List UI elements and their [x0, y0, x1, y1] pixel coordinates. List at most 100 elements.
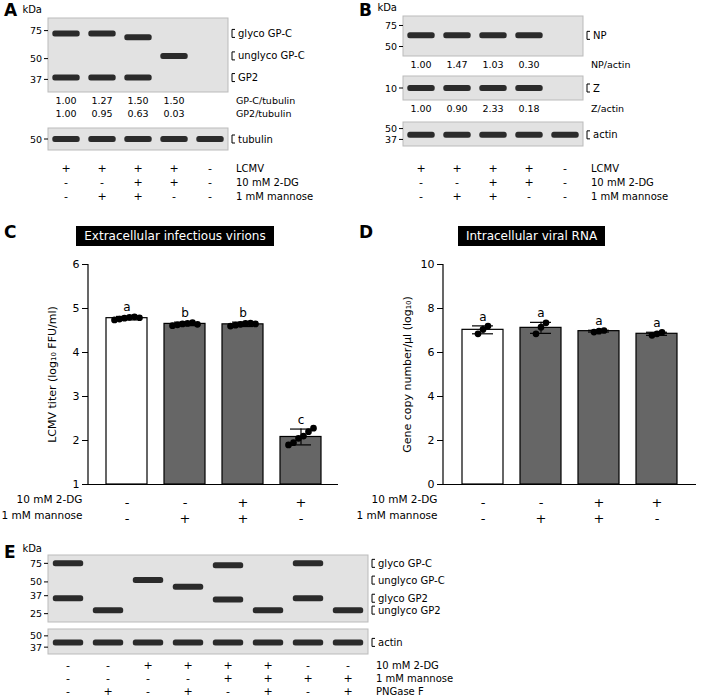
svg-text:1 mM mannose: 1 mM mannose	[236, 191, 313, 202]
svg-text:+: +	[263, 685, 272, 698]
svg-text:-: -	[299, 511, 304, 526]
svg-text:+: +	[652, 495, 663, 510]
svg-text:-: -	[419, 176, 423, 189]
svg-text:10: 10	[385, 83, 397, 94]
svg-text:25: 25	[30, 608, 42, 619]
svg-text:-: -	[563, 190, 567, 203]
svg-text:+: +	[169, 162, 178, 175]
svg-text:75: 75	[30, 25, 42, 36]
svg-text:-: -	[346, 659, 350, 672]
svg-text:-: -	[481, 495, 486, 510]
svg-text:b: b	[181, 306, 189, 320]
svg-text:50: 50	[385, 41, 397, 52]
svg-text:-: -	[306, 659, 310, 672]
svg-text:kDa: kDa	[377, 2, 397, 13]
svg-text:unglyco GP2: unglyco GP2	[378, 605, 441, 616]
svg-text:a: a	[653, 316, 660, 330]
svg-text:1.50: 1.50	[127, 95, 148, 106]
svg-text:+: +	[97, 162, 106, 175]
svg-text:NP/actin: NP/actin	[591, 59, 630, 70]
svg-text:2.33: 2.33	[482, 103, 503, 114]
svg-text:+: +	[183, 685, 192, 698]
svg-text:75: 75	[385, 20, 397, 31]
svg-text:0.95: 0.95	[91, 108, 112, 119]
svg-text:-: -	[64, 176, 68, 189]
svg-text:+: +	[103, 685, 112, 698]
svg-text:1.27: 1.27	[91, 95, 112, 106]
svg-text:+: +	[183, 659, 192, 672]
svg-text:-: -	[125, 495, 130, 510]
svg-text:75: 75	[30, 558, 42, 569]
svg-text:10 mM 2-DG: 10 mM 2-DG	[376, 660, 439, 671]
svg-text:1.03: 1.03	[482, 59, 503, 70]
svg-text:6: 6	[73, 258, 80, 271]
svg-text:b: b	[239, 306, 247, 320]
svg-text:10 mM 2-DG: 10 mM 2-DG	[16, 493, 82, 505]
svg-text:+: +	[452, 190, 461, 203]
svg-text:-: -	[106, 672, 110, 685]
svg-text:+: +	[133, 176, 142, 189]
svg-text:E: E	[4, 542, 16, 562]
svg-text:10 mM 2-DG: 10 mM 2-DG	[591, 177, 654, 188]
svg-text:+: +	[143, 659, 152, 672]
svg-text:-: -	[563, 176, 567, 189]
svg-text:1.00: 1.00	[55, 108, 76, 119]
svg-text:+: +	[524, 176, 533, 189]
svg-text:kDa: kDa	[22, 4, 42, 15]
svg-text:LCMV titer (log₁₀ FFU/ml): LCMV titer (log₁₀ FFU/ml)	[46, 306, 59, 443]
svg-text:+: +	[61, 162, 70, 175]
svg-text:2: 2	[73, 434, 80, 447]
svg-text:+: +	[238, 495, 249, 510]
svg-text:+: +	[343, 672, 352, 685]
svg-text:+: +	[133, 162, 142, 175]
svg-text:-: -	[100, 176, 104, 189]
svg-text:10 mM 2-DG: 10 mM 2-DG	[371, 493, 437, 505]
svg-text:tubulin: tubulin	[238, 134, 273, 145]
svg-text:+: +	[263, 659, 272, 672]
svg-text:+: +	[180, 511, 191, 526]
svg-text:+: +	[263, 672, 272, 685]
svg-text:actin: actin	[593, 129, 618, 140]
svg-text:-: -	[455, 176, 459, 189]
svg-text:-: -	[208, 176, 212, 189]
svg-text:+: +	[536, 511, 547, 526]
svg-text:Z/actin: Z/actin	[591, 103, 624, 114]
svg-text:37: 37	[385, 134, 397, 145]
svg-text:+: +	[97, 190, 106, 203]
svg-text:+: +	[133, 190, 142, 203]
svg-text:+: +	[416, 162, 425, 175]
svg-text:-: -	[655, 511, 660, 526]
svg-text:+: +	[488, 162, 497, 175]
svg-text:-: -	[66, 659, 70, 672]
svg-text:+: +	[488, 190, 497, 203]
svg-text:1 mM mannose: 1 mM mannose	[591, 191, 668, 202]
svg-text:1 mM mannose: 1 mM mannose	[357, 509, 438, 521]
svg-text:6: 6	[428, 346, 435, 359]
svg-text:-: -	[306, 685, 310, 698]
svg-text:kDa: kDa	[22, 543, 42, 554]
svg-text:50: 50	[30, 630, 42, 641]
svg-text:+: +	[594, 495, 605, 510]
svg-text:GP-C/tubulin: GP-C/tubulin	[236, 95, 295, 106]
svg-text:-: -	[106, 659, 110, 672]
svg-text:37: 37	[30, 590, 42, 601]
svg-text:-: -	[66, 672, 70, 685]
svg-text:-: -	[146, 672, 150, 685]
svg-text:0.63: 0.63	[127, 108, 148, 119]
svg-text:actin: actin	[378, 637, 403, 648]
svg-text:8: 8	[428, 302, 435, 315]
svg-text:unglyco GP-C: unglyco GP-C	[238, 50, 305, 61]
svg-text:+: +	[452, 162, 461, 175]
svg-text:37: 37	[30, 642, 42, 653]
svg-text:GP2: GP2	[238, 72, 258, 83]
svg-text:LCMV: LCMV	[591, 163, 619, 174]
svg-text:-: -	[64, 190, 68, 203]
svg-text:1.00: 1.00	[410, 59, 431, 70]
svg-text:1 mM mannose: 1 mM mannose	[2, 509, 83, 521]
svg-text:Gene copy number/µl (log₁₀): Gene copy number/µl (log₁₀)	[401, 296, 414, 453]
svg-text:0.90: 0.90	[446, 103, 467, 114]
svg-text:2: 2	[428, 434, 435, 447]
svg-text:37: 37	[30, 74, 42, 85]
svg-text:0.30: 0.30	[518, 59, 539, 70]
svg-text:10 mM 2-DG: 10 mM 2-DG	[236, 177, 299, 188]
